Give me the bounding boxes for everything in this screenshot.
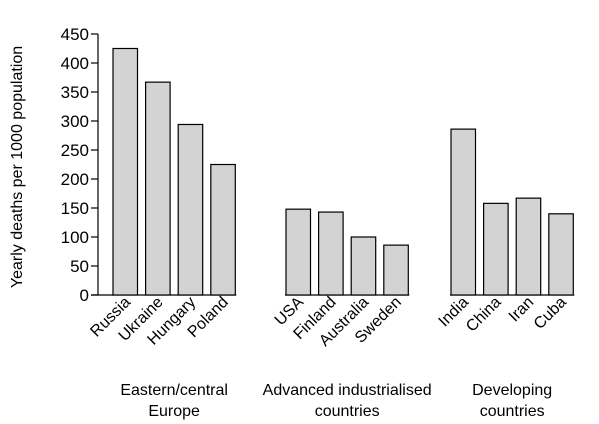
- y-tick-label: 400: [61, 54, 89, 73]
- bar-iran: [515, 197, 542, 296]
- y-tick-label: 100: [61, 228, 89, 247]
- bar-ukraine: [145, 81, 171, 296]
- bar-poland: [210, 163, 236, 296]
- group-label: countries: [480, 403, 545, 420]
- y-tick-label: 350: [61, 83, 89, 102]
- y-tick-label: 200: [61, 170, 89, 189]
- group-label: Developing: [472, 382, 552, 399]
- category-label: Cuba: [531, 294, 570, 333]
- bar-china: [483, 202, 509, 296]
- group-labels: Eastern/central Europe Advanced industrial…: [120, 382, 552, 420]
- y-axis-title: Yearly deaths per 1000 population: [9, 46, 26, 288]
- bar-australia: [350, 236, 377, 296]
- y-tick-label: 50: [70, 257, 89, 276]
- axes: 0 50 100 150 200 250 300 350 400 450: [61, 25, 575, 305]
- bar-hungary: [177, 123, 204, 296]
- y-tick-label: 450: [61, 25, 89, 44]
- y-tick-label: 250: [61, 141, 89, 160]
- bar-india: [450, 128, 477, 296]
- group-label: Advanced industrialised: [263, 382, 432, 399]
- y-tick-label: 300: [61, 112, 89, 131]
- y-tick-label: 0: [80, 286, 89, 305]
- bar-usa: [285, 208, 312, 296]
- bars: [112, 47, 574, 296]
- group-label: countries: [315, 403, 380, 420]
- bar-sweden: [383, 244, 409, 296]
- group-label: Europe: [148, 403, 200, 420]
- bar-finland: [318, 211, 344, 296]
- y-tick-label: 150: [61, 199, 89, 218]
- bar-cuba: [548, 213, 574, 296]
- group-label: Eastern/central: [120, 382, 228, 399]
- y-axis-title-group: Yearly deaths per 1000 population: [9, 46, 26, 288]
- category-label: China: [463, 294, 505, 336]
- bar-russia: [112, 47, 139, 296]
